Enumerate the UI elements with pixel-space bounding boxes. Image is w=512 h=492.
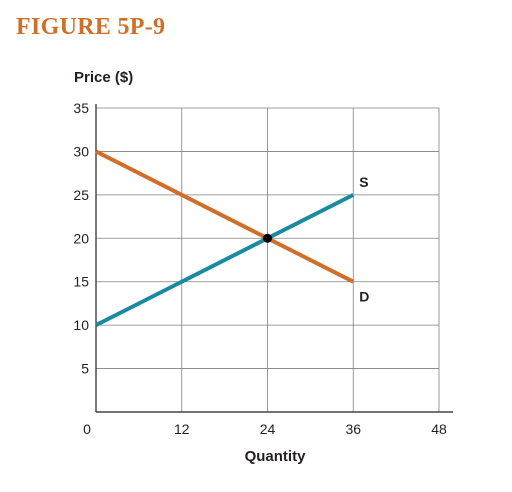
axes [95, 104, 453, 413]
y-axis-title: Price ($) [74, 69, 133, 86]
y-tick-label: 35 [73, 100, 89, 116]
labels: 5 10 15 20 25 30 35 0 12 24 36 48 S D [73, 100, 447, 437]
grid [96, 107, 440, 412]
demand-label: D [359, 289, 369, 305]
x-axis-title: Quantity [245, 448, 306, 465]
supply-label: S [359, 174, 368, 190]
x-tick-label: 24 [260, 421, 276, 437]
y-tick-label: 5 [81, 361, 89, 377]
y-tick-label: 15 [73, 274, 89, 290]
x-tick-label: 0 [83, 421, 91, 437]
demand-curve [95, 149, 355, 284]
y-tick-label: 25 [73, 187, 89, 203]
x-tick-label: 48 [431, 421, 447, 437]
series [95, 149, 355, 327]
figure-title: FIGURE 5P-9 [16, 14, 166, 40]
y-tick-label: 30 [73, 143, 89, 159]
supply-curve [95, 193, 355, 327]
y-tick-label: 10 [73, 317, 89, 333]
y-tick-label: 20 [73, 230, 89, 246]
x-tick-label: 36 [345, 421, 361, 437]
equilibrium-point [263, 233, 272, 243]
x-tick-label: 12 [174, 421, 190, 437]
